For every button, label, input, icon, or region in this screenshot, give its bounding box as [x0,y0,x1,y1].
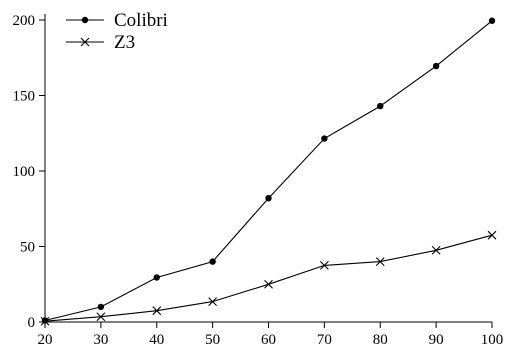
data-point-z3 [96,312,106,322]
y-tick-label: 50 [20,240,35,256]
legend-entry-colibri: Colibri [66,10,168,31]
axes [44,14,492,323]
data-point-z3 [487,230,497,240]
data-point-z3 [319,260,329,270]
x-tick-label: 20 [38,332,53,348]
x-tick-label: 40 [149,332,164,348]
x-tick-label: 80 [373,332,388,348]
y-axis-ticks: 0 50 100 150 200 [13,13,45,331]
plot-area [40,17,497,326]
y-tick-label: 150 [13,89,36,105]
data-point-colibri [209,258,216,265]
x-axis-ticks: 20 30 40 50 60 70 80 90 100 [38,322,504,348]
legend-label-z3: Z3 [114,32,135,53]
x-tick-label: 70 [317,332,332,348]
y-tick-label: 100 [13,164,36,180]
data-point-colibri [153,274,160,281]
data-point-z3 [431,245,441,255]
x-tick-label: 30 [93,332,108,348]
data-point-colibri [488,17,496,24]
x-tick-label: 60 [261,332,276,348]
y-tick-label: 0 [28,315,36,331]
legend-label-colibri: Colibri [114,10,168,31]
data-point-z3 [152,306,162,316]
x-tick-label: 90 [429,332,444,348]
series-line-z3 [44,234,493,322]
data-point-z3 [40,316,50,326]
legend-entry-z3: Z3 [66,32,135,53]
data-point-z3 [264,279,273,289]
data-point-z3 [375,257,385,266]
x-tick-label: 100 [481,332,504,348]
legend-marker-colibri [81,16,89,24]
data-point-colibri [265,194,272,202]
x-tick-label: 50 [205,332,220,348]
data-point-colibri [432,62,440,70]
data-point-colibri [377,102,384,110]
data-point-colibri [321,135,328,142]
series-line-colibri [44,20,493,322]
data-point-colibri [97,303,105,311]
y-tick-label: 200 [13,13,36,29]
data-point-z3 [208,297,218,307]
legend-marker-z3 [80,37,90,47]
